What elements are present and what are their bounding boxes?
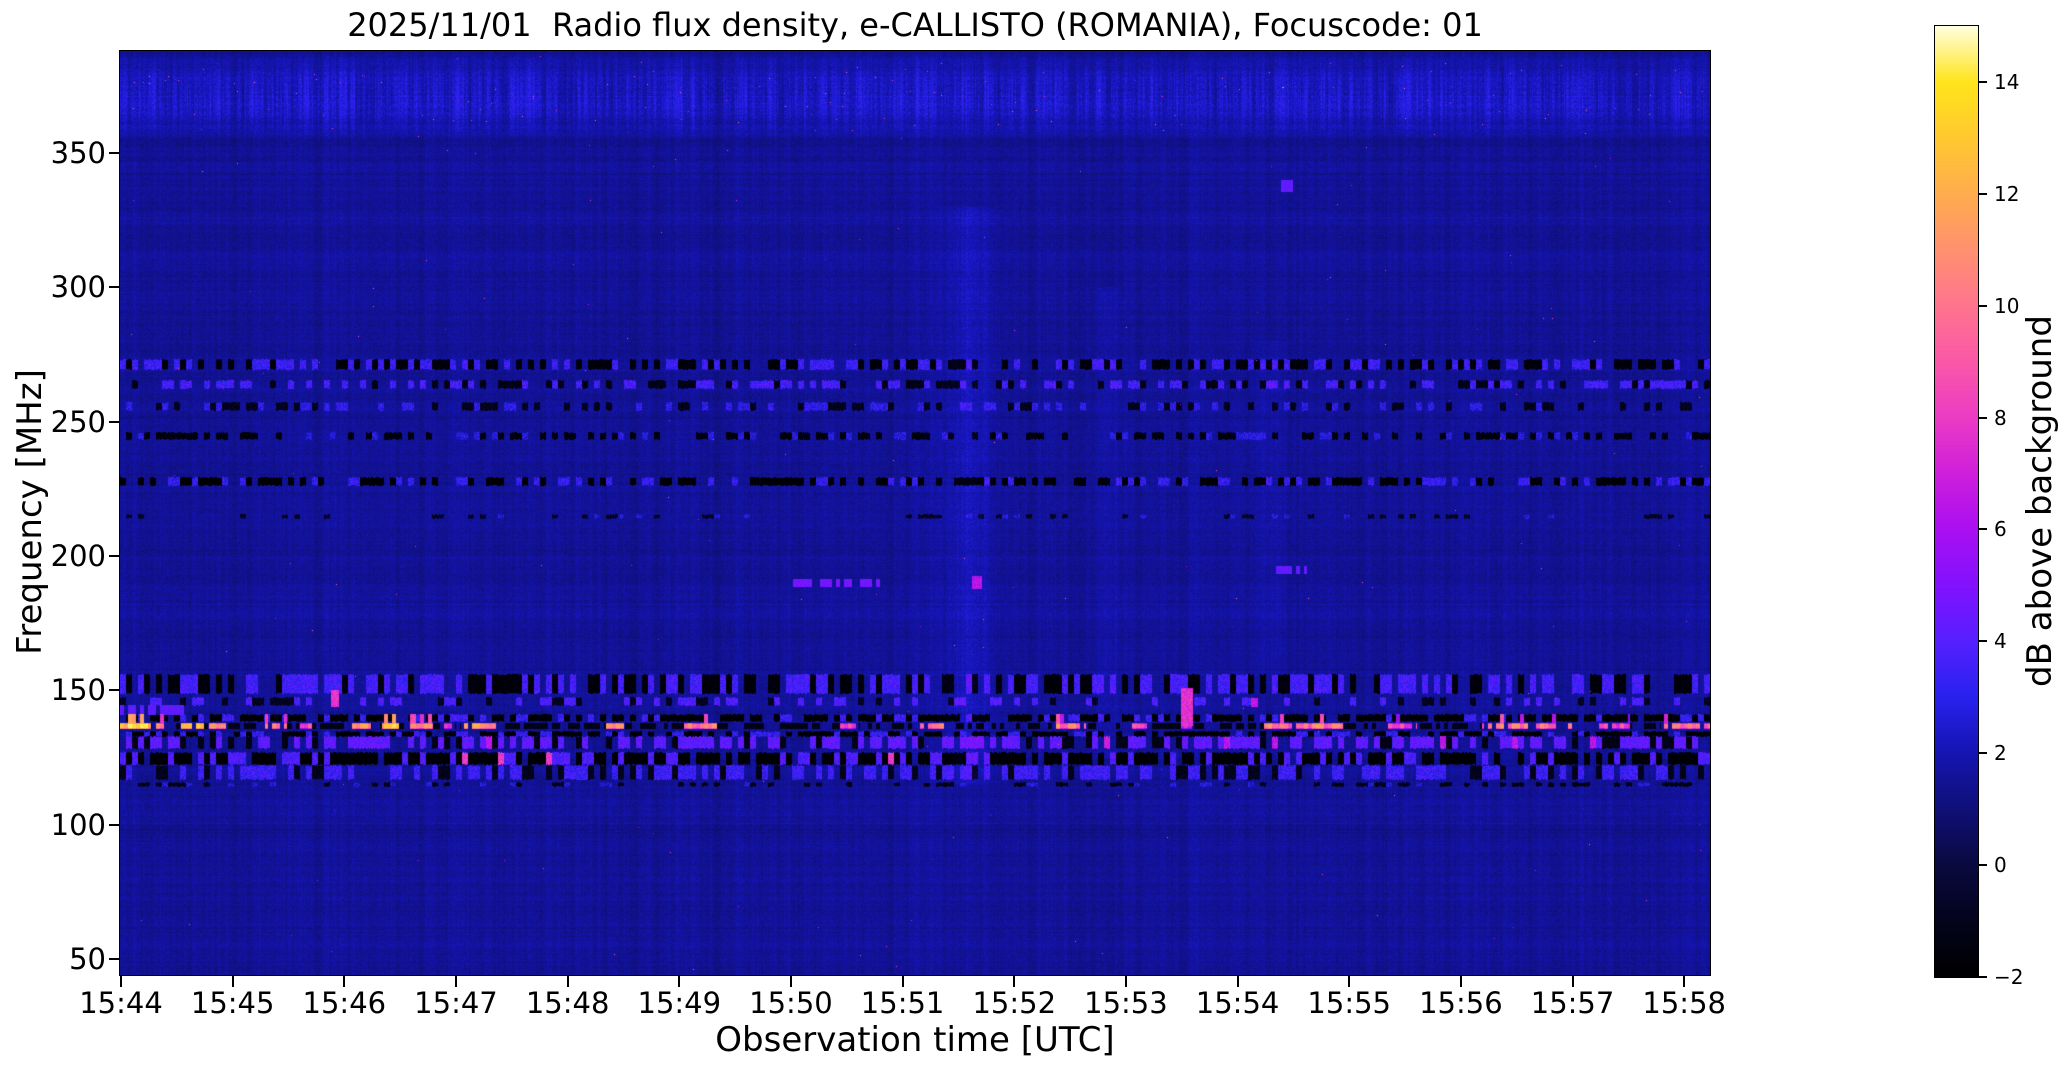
x-tick-label: 15:44: [79, 986, 163, 1020]
x-tick-label: 15:45: [190, 986, 275, 1020]
colorbar-gradient: [1934, 25, 1979, 978]
spectrogram-heatmap: [119, 50, 1711, 976]
x-tick-label: 15:48: [525, 986, 610, 1020]
y-tick-mark: [109, 689, 120, 692]
x-tick-label: 15:58: [1642, 986, 1726, 1020]
x-tick-mark: [678, 976, 681, 987]
colorbar-tick-label: 12: [1994, 181, 2020, 206]
x-tick-label: 15:55: [1307, 986, 1392, 1020]
colorbar-tick-mark: [1979, 192, 1987, 195]
x-tick-label: 15:56: [1419, 986, 1503, 1020]
chart-title: 2025/11/01 Radio flux density, e-CALLIST…: [347, 6, 1483, 44]
y-tick-label: 250: [50, 404, 106, 439]
x-tick-mark: [1571, 976, 1574, 987]
colorbar-tick-label: 6: [1994, 517, 2007, 542]
y-tick-mark: [109, 957, 120, 960]
y-tick-mark: [109, 152, 120, 155]
colorbar-tick-label: 0: [1994, 853, 2007, 878]
colorbar-tick-label: 8: [1994, 405, 2007, 430]
y-tick-label: 200: [50, 538, 106, 573]
x-tick-mark: [1683, 976, 1686, 987]
colorbar-tick-label: 14: [1994, 69, 2020, 94]
colorbar-tick-mark: [1979, 80, 1987, 83]
colorbar-tick-mark: [1979, 752, 1987, 755]
x-tick-mark: [231, 976, 234, 987]
y-tick-label: 50: [69, 941, 106, 976]
y-tick-mark: [109, 286, 120, 289]
x-tick-mark: [120, 976, 122, 987]
x-tick-mark: [343, 976, 346, 987]
colorbar-tick-mark: [1979, 304, 1987, 307]
x-tick-mark: [901, 976, 904, 987]
colorbar-label: dB above background: [2020, 315, 2060, 687]
colorbar-tick-mark: [1979, 976, 1987, 978]
x-axis-label: Observation time [UTC]: [715, 1020, 1115, 1060]
y-tick-label: 150: [50, 673, 106, 708]
x-tick-mark: [1013, 976, 1016, 987]
x-tick-mark: [454, 976, 457, 987]
x-tick-mark: [566, 976, 569, 987]
x-tick-label: 15:52: [972, 986, 1057, 1020]
x-tick-label: 15:53: [1084, 986, 1168, 1020]
x-tick-label: 15:50: [749, 986, 833, 1020]
x-tick-mark: [1124, 976, 1127, 987]
x-tick-label: 15:49: [637, 986, 722, 1020]
x-tick-label: 15:54: [1195, 986, 1280, 1020]
colorbar-tick-mark: [1979, 864, 1987, 867]
x-tick-mark: [1459, 976, 1462, 987]
x-tick-label: 15:46: [302, 986, 387, 1020]
x-tick-label: 15:57: [1530, 986, 1615, 1020]
x-tick-mark: [1348, 976, 1351, 987]
x-tick-label: 15:47: [414, 986, 498, 1020]
colorbar-tick-mark: [1979, 416, 1987, 419]
y-tick-label: 300: [50, 270, 106, 305]
colorbar-tick-label: 10: [1994, 293, 2020, 318]
y-tick-mark: [109, 823, 120, 826]
colorbar-tick-mark: [1979, 640, 1987, 643]
colorbar-tick-label: 2: [1994, 741, 2007, 766]
y-tick-label: 100: [50, 807, 106, 842]
colorbar-tick-label: 4: [1994, 629, 2007, 654]
colorbar-tick-mark: [1979, 528, 1987, 531]
x-tick-mark: [789, 976, 792, 987]
y-tick-label: 350: [50, 136, 106, 171]
colorbar-tick-label: −2: [1994, 965, 2024, 989]
y-tick-mark: [109, 554, 120, 557]
x-tick-mark: [1236, 976, 1239, 987]
y-tick-mark: [109, 420, 120, 423]
x-tick-label: 15:51: [860, 986, 945, 1020]
